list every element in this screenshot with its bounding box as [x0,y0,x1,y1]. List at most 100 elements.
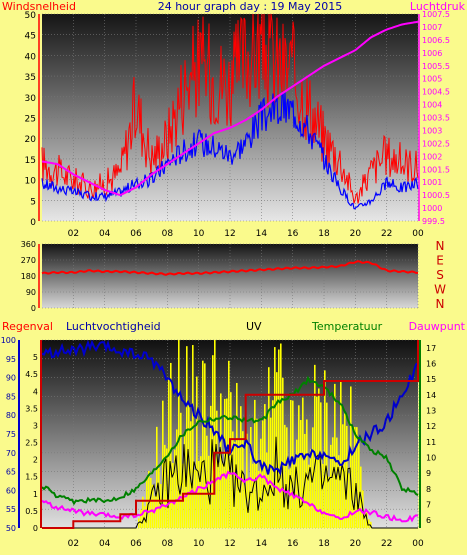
wind-pressure-plot [41,13,419,210]
uv-bar [266,452,268,528]
uv-bar [302,397,304,528]
uv-bar [194,469,196,528]
x-tick-label: 08 [162,539,174,549]
uv-bar [240,406,242,528]
uv-bar [284,424,286,528]
uv-bar [280,343,282,528]
uv-bar [178,340,180,528]
uv-bar [314,364,316,528]
uv-bar [348,473,350,528]
uv-bar [208,455,210,528]
temp-tick-label: 8 [426,485,431,494]
temp-tick-label: 13 [426,407,436,416]
x-tick-label: 16 [287,229,299,239]
wind-gust-line [41,91,419,210]
wind-direction-line [41,260,418,276]
uv-bar [252,463,254,528]
wind-direction-axes: 0 N 90 W 180 S 270 E 360 N [21,239,446,313]
uv-bar [342,424,344,528]
uv-bar [144,506,146,528]
humidity-tick-label: 65 [6,468,16,477]
humidity-tick-label: 60 [6,486,16,495]
humidity-label: Luchtvochtigheid [66,320,161,333]
y-tick-label: 0 [31,304,36,313]
uv-bar [230,392,232,528]
humidity-tick-label: 95 [6,355,16,364]
uv-bar [354,426,356,528]
rain-line [42,340,419,529]
uv-bar [330,444,332,528]
y2-tick-label: 1005.5 [422,62,450,71]
wind-direction-plot [41,260,418,276]
wind-speed-label: Windsnelheid [2,0,76,13]
y2-tick-label: 1003.5 [422,114,450,123]
compass-label: S [436,268,444,282]
uv-bar [164,444,166,528]
uv-bar [190,421,192,528]
humidity-tick-label: 70 [6,449,16,458]
y2-tick-label: 1002 [422,152,442,161]
uv-bar [222,463,224,528]
y-tick-label: 50 [25,11,37,21]
uv-bar [308,464,310,528]
x-tick-label: 14 [256,229,268,239]
x-tick-label: 16 [287,539,299,549]
y2-tick-label: 1004 [422,101,442,110]
multi-axes: 02 04 06 08 10 12 14 16 18 20 22 005055606570758085… [1,336,436,549]
y2-tick-label: 1000.5 [422,191,450,200]
uv-bar [256,418,258,528]
temp-tick-label: 10 [426,454,436,463]
y-tick-label: 270 [21,256,36,265]
dewpoint-line [41,470,419,523]
uv-bar [316,396,318,528]
uv-bar [238,439,240,528]
uv-bar [268,367,270,528]
temp-tick-label: 7 [426,501,431,510]
y2-tick-label: 1001 [422,178,442,187]
uv-bar [306,419,308,528]
uv-bar [274,347,276,528]
uv-bar [148,470,150,528]
rain-tick-label: 1 [33,490,38,499]
uv-bar [364,511,366,528]
uv-bar [336,437,338,528]
uv-bar [254,399,256,528]
y2-tick-label: 1002.5 [422,139,450,148]
rain-tick-label: 2.5 [25,439,38,448]
y2-tick-label: 999.5 [422,217,445,226]
wind-direction-plot-area [42,244,418,308]
uv-bar [278,349,280,528]
rain-tick-label: 3.5 [25,404,38,413]
uv-bar [324,370,326,528]
y-tick-label: 360 [21,240,36,249]
uv-bar [212,355,214,528]
y2-tick-label: 1005 [422,75,442,84]
x-tick-label: 22 [381,539,392,549]
uv-bar [350,386,352,528]
uv-bar [150,478,152,528]
uv-bar [228,360,230,528]
uv-bar [340,380,342,528]
humidity-tick-label: 90 [6,374,16,383]
x-tick-label: 20 [350,229,362,239]
uv-bar [296,439,298,528]
uv-bar [170,362,172,528]
x-tick-label: 20 [350,539,362,549]
uv-bar [172,462,174,528]
uv-bar [192,345,194,528]
y-tick-label: 40 [25,52,37,62]
uv-label: UV [246,320,262,333]
y2-tick-label: 1004.5 [422,88,450,97]
x-tick-label: 10 [193,539,205,549]
multi-plot [41,339,419,529]
y-tick-label: 30 [25,94,37,104]
compass-label: E [436,254,444,268]
uv-bar [298,405,300,528]
x-tick-label: 18 [318,539,330,549]
x-tick-label: 06 [130,539,142,549]
pressure-line [41,20,419,197]
x-tick-label: 12 [224,229,235,239]
uv-bar [358,443,360,528]
y2-tick-label: 1006 [422,49,442,58]
uv-bar [344,413,346,528]
